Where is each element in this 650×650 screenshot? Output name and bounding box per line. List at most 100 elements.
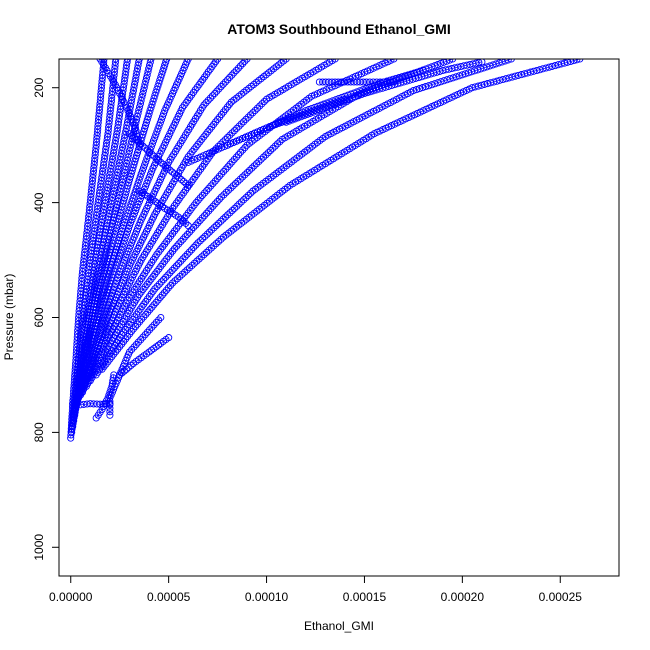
- data-point: [134, 338, 142, 346]
- data-point: [217, 193, 226, 201]
- data-point: [139, 164, 148, 172]
- data-point: [135, 138, 143, 146]
- data-point: [139, 87, 147, 95]
- data-point: [194, 239, 202, 247]
- data-point: [158, 70, 166, 78]
- data-point: [318, 105, 326, 113]
- data-point: [242, 194, 250, 202]
- data-point: [215, 219, 223, 227]
- data-point: [245, 166, 254, 174]
- data-point: [127, 361, 135, 369]
- data-point: [158, 203, 166, 211]
- data-point: [208, 226, 216, 234]
- data-point: [275, 61, 283, 69]
- data-point: [145, 173, 153, 181]
- data-point: [194, 219, 202, 227]
- data-point: [138, 167, 146, 175]
- x-axis: 0.00000 0.00005 0.00010 0.00015 0.00020 0.000…: [49, 576, 582, 604]
- data-point: [176, 272, 184, 281]
- x-tick-label: 0.00015: [343, 590, 387, 604]
- data-point: [483, 63, 491, 71]
- data-point: [120, 367, 128, 375]
- data-point: [149, 196, 157, 204]
- data-point: [117, 246, 125, 254]
- data-point: [125, 206, 133, 214]
- data-point: [461, 70, 469, 78]
- data-point: [324, 103, 332, 111]
- profile-series: [92, 371, 118, 422]
- data-point: [236, 62, 245, 70]
- data-point: [249, 109, 257, 117]
- data-point: [262, 151, 270, 159]
- data-point: [431, 80, 439, 88]
- data-point: [198, 135, 206, 143]
- data-point: [166, 166, 174, 174]
- data-point: [229, 182, 237, 190]
- data-point: [245, 213, 253, 221]
- data-point: [151, 285, 159, 293]
- data-point: [124, 225, 133, 233]
- data-point: [170, 264, 178, 272]
- data-point: [136, 318, 144, 326]
- data-point: [154, 199, 162, 207]
- data-point: [134, 179, 142, 187]
- data-point: [253, 207, 261, 215]
- data-point: [267, 173, 275, 182]
- data-point: [226, 209, 234, 217]
- data-point: [339, 97, 347, 105]
- data-point: [128, 345, 136, 354]
- y-tick-label: 800: [32, 422, 46, 442]
- data-point: [300, 112, 308, 120]
- data-point: [573, 59, 581, 64]
- data-point: [145, 61, 154, 69]
- data-point: [244, 191, 252, 199]
- data-point: [489, 61, 497, 69]
- data-point: [217, 170, 226, 178]
- data-point: [180, 177, 188, 186]
- data-point: [188, 261, 196, 270]
- data-point: [271, 193, 279, 201]
- data-point: [257, 75, 265, 83]
- data-point: [368, 82, 376, 90]
- data-point: [154, 82, 162, 90]
- data-point: [161, 61, 169, 69]
- data-point: [212, 240, 220, 248]
- x-tick-label: 0.00025: [539, 590, 583, 604]
- data-point: [164, 164, 172, 172]
- data-point: [179, 217, 187, 225]
- data-point: [231, 180, 240, 188]
- y-axis-label: Pressure (mbar): [2, 274, 16, 361]
- data-point: [207, 205, 215, 213]
- data-point: [212, 118, 220, 126]
- data-point: [504, 59, 512, 64]
- data-point: [154, 125, 162, 133]
- y-tick-label: 200: [32, 77, 46, 97]
- data-point: [148, 140, 156, 148]
- data-point: [297, 113, 305, 121]
- data-point: [158, 113, 167, 121]
- data-point: [141, 161, 149, 169]
- data-point: [146, 326, 154, 334]
- data-point: [224, 211, 232, 219]
- data-point: [115, 252, 123, 260]
- data-point: [166, 281, 175, 290]
- data-point: [110, 350, 118, 358]
- data-point: [122, 231, 130, 239]
- data-point: [128, 132, 136, 140]
- data-point: [174, 213, 182, 221]
- data-point: [336, 98, 344, 106]
- data-point: [217, 235, 225, 243]
- data-point: [464, 69, 473, 77]
- data-point: [220, 167, 228, 176]
- data-point: [142, 310, 150, 319]
- x-tick-label: 0.00005: [147, 590, 191, 604]
- data-point: [129, 194, 137, 202]
- data-point: [215, 85, 223, 93]
- data-point: [154, 341, 163, 349]
- data-point: [177, 237, 185, 246]
- data-point: [190, 259, 198, 267]
- data-point: [170, 245, 179, 253]
- data-point: [148, 150, 156, 158]
- data-point: [198, 191, 206, 199]
- data-point: [200, 212, 208, 220]
